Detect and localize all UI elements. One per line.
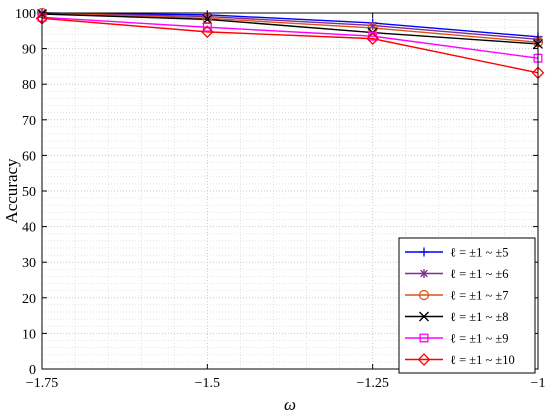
x-tick-label: −1: [531, 376, 546, 391]
series-line-2: [41, 12, 539, 41]
y-tick-label: 90: [22, 43, 36, 58]
legend-marker: [419, 311, 429, 322]
legend: ℓ = ±1 ~ ±5 ℓ = ±1 ~ ±6 ℓ = ±1 ~ ±7 ℓ = ±1 …: [398, 237, 536, 374]
x-tick-label: −1.25: [356, 376, 388, 391]
series-line-1: [41, 12, 539, 38]
y-tick-label: 80: [22, 78, 36, 93]
legend-box: [398, 237, 536, 374]
x-tick-label: −1.5: [195, 376, 220, 391]
y-tick-label: 50: [22, 185, 36, 200]
series-line-4: [41, 13, 539, 45]
legend-marker: [419, 247, 429, 257]
axis-ticks: [41, 12, 539, 370]
legend-marker: [419, 269, 429, 278]
y-tick-label: 30: [22, 256, 36, 271]
series-lines: [41, 12, 539, 74]
data-point-series-4: [202, 14, 213, 25]
y-tick-label: 0: [29, 363, 36, 378]
y-tick-label: 40: [22, 221, 36, 236]
series-line-3: [41, 12, 539, 43]
legend-entry-label: ℓ = ±1 ~ ±5: [450, 246, 509, 260]
legend-entry-label: ℓ = ±1 ~ ±9: [450, 332, 509, 346]
legend-marker: [418, 289, 430, 301]
legend-marker: [419, 333, 429, 343]
y-tick-label: 60: [22, 149, 36, 164]
legend-entry-label: ℓ = ±1 ~ ±7: [450, 289, 509, 303]
series-line-5: [41, 16, 539, 59]
legend-entry-label: ℓ = ±1 ~ ±8: [450, 310, 509, 324]
grid-lines: [42, 13, 538, 369]
legend-entry-label: ℓ = ±1 ~ ±6: [450, 267, 509, 281]
data-point-series-6: [201, 25, 214, 39]
tick-labels: −1.75 −1.5 −1.25 −1 0 10 20 30 40 50 60 70 80 90 100: [15, 7, 545, 391]
data-point-series-5: [202, 22, 212, 32]
series-line-6: [41, 17, 539, 74]
y-tick-label: 100: [15, 7, 36, 22]
y-tick-label: 20: [22, 292, 36, 307]
data-point-series-6: [366, 32, 379, 45]
y-tick-label: 10: [22, 327, 36, 342]
y-tick-label: 70: [22, 114, 36, 129]
legend-marker: [417, 353, 431, 366]
data-point-series-2: [368, 20, 378, 30]
y-axis-label: Accuracy: [2, 158, 21, 224]
legend-entry-label: ℓ = ±1 ~ ±10: [450, 353, 515, 367]
x-tick-label: −1.75: [26, 376, 58, 391]
x-axis-label: ω: [284, 395, 296, 414]
